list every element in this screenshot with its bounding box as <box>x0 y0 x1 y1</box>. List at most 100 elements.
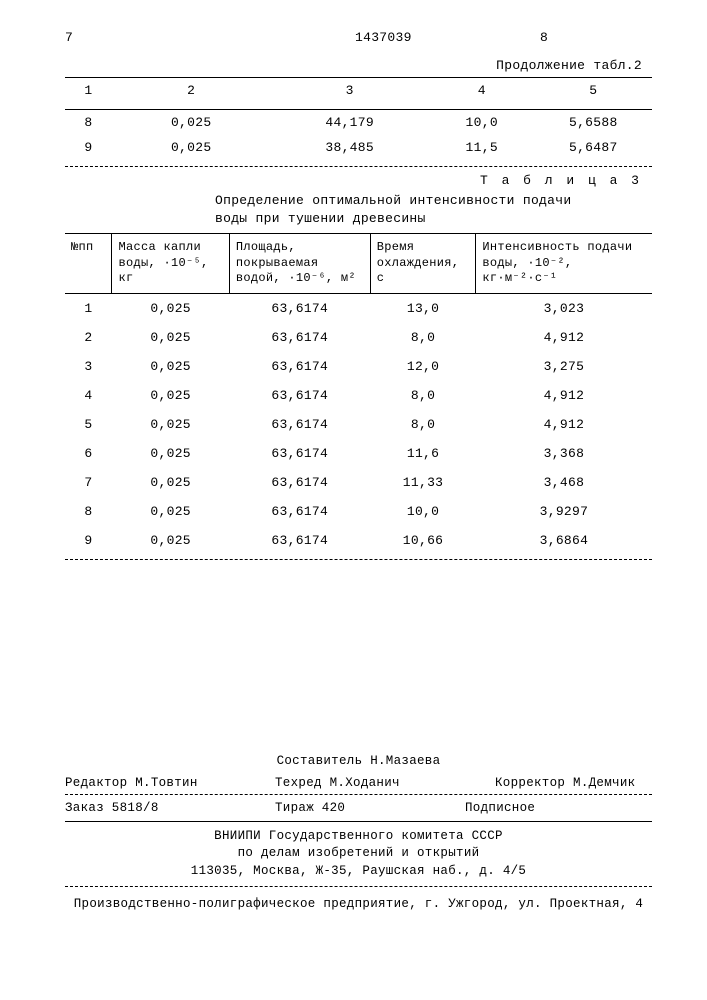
table-cell: 10,0 <box>370 497 476 526</box>
table-cell: 8 <box>65 497 112 526</box>
table-cell: 63,6174 <box>229 293 370 323</box>
table-cell: 5,6588 <box>535 110 652 135</box>
table3-title-line1: Определение оптимальной интенсивности по… <box>215 193 571 208</box>
table-row: 20,02563,61748,04,912 <box>65 323 652 352</box>
table-row: 10,02563,617413,03,023 <box>65 293 652 323</box>
page-number-left: 7 <box>65 30 73 45</box>
techred-credit: Техред М.Ходанич <box>275 776 445 790</box>
document-number: 1437039 <box>355 30 412 45</box>
table-cell: 0,025 <box>112 323 229 352</box>
table-row: 80,02544,17910,05,6588 <box>65 110 652 135</box>
composer-credit: Составитель Н.Мазаева <box>65 754 652 768</box>
table3-title-line2: воды при тушении древесины <box>215 211 426 226</box>
t2-col-3: 3 <box>270 78 428 103</box>
org-line-2: по делам изобретений и открытий <box>238 846 480 860</box>
table-cell: 3,6864 <box>476 526 652 555</box>
t2-col-4: 4 <box>429 78 535 103</box>
table-cell: 63,6174 <box>229 439 370 468</box>
t3-col-2: Площадь, покрываемая водой, ·10⁻⁶, м² <box>229 234 370 294</box>
table2-continuation-label: Продолжение табл.2 <box>65 58 652 73</box>
table-cell: 7 <box>65 468 112 497</box>
divider <box>65 821 652 822</box>
table-cell: 5,6487 <box>535 135 652 160</box>
table-cell: 0,025 <box>112 110 270 135</box>
table-cell: 8,0 <box>370 323 476 352</box>
footer-block: Составитель Н.Мазаева Редактор М.Товтин … <box>65 754 652 912</box>
table-cell: 38,485 <box>270 135 428 160</box>
table-cell: 3 <box>65 352 112 381</box>
org-line-1: ВНИИПИ Государственного комитета СССР <box>214 829 503 843</box>
order-row: Заказ 5818/8 Тираж 420 Подписное <box>65 801 652 815</box>
table-3: №пп Масса капли воды, ·10⁻⁵, кг Площадь,… <box>65 233 652 555</box>
table-cell: 0,025 <box>112 439 229 468</box>
table-cell: 44,179 <box>270 110 428 135</box>
t2-col-2: 2 <box>112 78 270 103</box>
credits-row: Редактор М.Товтин Техред М.Ходанич Корре… <box>65 776 652 790</box>
table-cell: 4,912 <box>476 323 652 352</box>
table-cell: 63,6174 <box>229 468 370 497</box>
table-cell: 0,025 <box>112 135 270 160</box>
tirazh: Тираж 420 <box>275 801 395 815</box>
table-cell: 0,025 <box>112 497 229 526</box>
table-cell: 4,912 <box>476 410 652 439</box>
t3-col-0: №пп <box>65 234 112 294</box>
table-cell: 9 <box>65 526 112 555</box>
page-number-right: 8 <box>540 30 548 45</box>
table-row: 60,02563,617411,63,368 <box>65 439 652 468</box>
divider-dashed <box>65 794 652 795</box>
table-cell: 9 <box>65 135 112 160</box>
table-2-body: 80,02544,17910,05,658890,02538,48511,55,… <box>65 110 652 160</box>
table-cell: 3,9297 <box>476 497 652 526</box>
table-cell: 5 <box>65 410 112 439</box>
divider-dashed <box>65 166 652 167</box>
table-cell: 0,025 <box>112 526 229 555</box>
table-cell: 0,025 <box>112 381 229 410</box>
table-row: 90,02538,48511,55,6487 <box>65 135 652 160</box>
table-cell: 63,6174 <box>229 526 370 555</box>
table-cell: 63,6174 <box>229 323 370 352</box>
t3-col-3: Время охлаждения, с <box>370 234 476 294</box>
printer-line: Производственно-полиграфическое предприя… <box>65 897 652 911</box>
editor-credit: Редактор М.Товтин <box>65 776 225 790</box>
blank-space <box>65 564 652 744</box>
table-2: 1 2 3 4 5 <box>65 78 652 103</box>
table-cell: 2 <box>65 323 112 352</box>
table-cell: 63,6174 <box>229 352 370 381</box>
table-cell: 6 <box>65 439 112 468</box>
divider-dashed <box>65 559 652 560</box>
table-cell: 11,6 <box>370 439 476 468</box>
t2-col-1: 1 <box>65 78 112 103</box>
corrector-credit: Корректор М.Демчик <box>495 776 635 790</box>
table-cell: 4,912 <box>476 381 652 410</box>
table-cell: 3,275 <box>476 352 652 381</box>
table-cell: 4 <box>65 381 112 410</box>
table-cell: 0,025 <box>112 410 229 439</box>
table-row: 70,02563,617411,333,468 <box>65 468 652 497</box>
table-row: 40,02563,61748,04,912 <box>65 381 652 410</box>
table-cell: 63,6174 <box>229 410 370 439</box>
table-cell: 3,023 <box>476 293 652 323</box>
divider-dashed <box>65 886 652 887</box>
table-cell: 8,0 <box>370 410 476 439</box>
table-cell: 63,6174 <box>229 381 370 410</box>
table-row: 50,02563,61748,04,912 <box>65 410 652 439</box>
table-row: 80,02563,617410,03,9297 <box>65 497 652 526</box>
table-cell: 8 <box>65 110 112 135</box>
table-cell: 3,468 <box>476 468 652 497</box>
organization-block: ВНИИПИ Государственного комитета СССР по… <box>65 828 652 881</box>
table-cell: 11,33 <box>370 468 476 497</box>
table-row: 30,02563,617412,03,275 <box>65 352 652 381</box>
table-cell: 8,0 <box>370 381 476 410</box>
org-line-3: 113035, Москва, Ж-35, Раушская наб., д. … <box>191 864 526 878</box>
t2-col-5: 5 <box>535 78 652 103</box>
table3-title: Определение оптимальной интенсивности по… <box>65 192 652 227</box>
table-cell: 12,0 <box>370 352 476 381</box>
t3-col-1: Масса капли воды, ·10⁻⁵, кг <box>112 234 229 294</box>
table-row: 90,02563,617410,663,6864 <box>65 526 652 555</box>
order-number: Заказ 5818/8 <box>65 801 205 815</box>
table-cell: 13,0 <box>370 293 476 323</box>
table-cell: 1 <box>65 293 112 323</box>
subscription: Подписное <box>465 801 535 815</box>
page-header: 7 1437039 8 <box>65 30 652 50</box>
table3-caption: Т а б л и ц а 3 <box>65 173 652 188</box>
